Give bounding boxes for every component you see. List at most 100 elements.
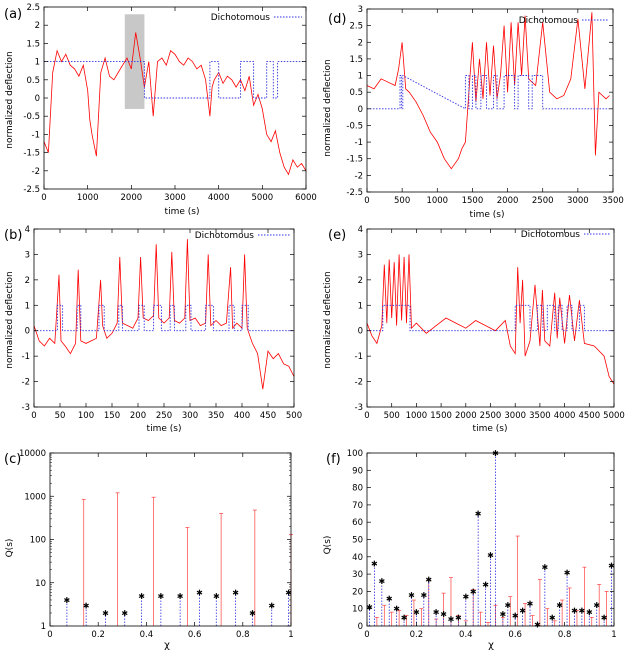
x-tick-label: 1000 [406, 411, 428, 421]
y-tick-label: 3 [358, 5, 363, 15]
x-tick-label: 2500 [532, 196, 554, 206]
x-tick-label: 500 [384, 411, 400, 421]
stem-blue-marker: ✱ [366, 603, 373, 612]
x-tick-label: 0 [364, 196, 369, 206]
stem-blue-marker: ✱ [462, 593, 469, 602]
plot-area [366, 12, 610, 170]
y-axis-label: Q(s) [5, 539, 15, 558]
y-tick-label: 0 [25, 327, 30, 337]
stem-blue-marker: ✱ [593, 601, 600, 610]
x-tick-label: 0 [364, 630, 369, 640]
dichotomous-series-line [367, 304, 614, 332]
y-tick-label: 2.5 [349, 22, 363, 32]
y-tick-label: 0.5 [349, 88, 363, 98]
x-tick-label: 0.2 [91, 630, 105, 640]
signal-series-line [43, 32, 307, 176]
panel-f: ✱✱✱✱✱✱✱✱✱✱✱ ✱✱ ✱✱✱✱✱✱✱✱✱✱✱✱✱✱✱✱✱✱ ✱ ✱✱✱✱ (f)… [323, 449, 617, 651]
x-tick-label: 100 [78, 411, 94, 421]
stem-blue-marker: ✱ [499, 610, 506, 619]
y-tick-label: -3 [355, 403, 363, 413]
stem-blue-marker: ✱ [579, 606, 586, 615]
stem-blue-marker: ✱ [487, 551, 494, 560]
stem-blue-marker: ✱ [448, 615, 455, 624]
y-tick-label: -2.5 [23, 185, 40, 195]
x-tick-label: 1500 [430, 411, 452, 421]
x-tick-label: 500 [286, 411, 302, 421]
x-axis-label: time (s) [470, 210, 505, 220]
x-tick-label: 0.6 [188, 630, 202, 640]
stem-blue-marker: ✱ [455, 613, 462, 622]
y-tick-label: -1 [32, 130, 40, 140]
x-tick-label: 3000 [164, 193, 186, 203]
stem-blue-marker: ✱ [564, 568, 571, 577]
stem-blue-marker: ✱ [420, 591, 427, 600]
x-tick-label: 400 [234, 411, 250, 421]
y-tick-label: -2 [355, 171, 363, 181]
y-axis-label: normalized deflection [5, 271, 15, 369]
x-axis-label: time (s) [165, 207, 200, 217]
y-tick-label: 100 [30, 536, 46, 546]
y-tick-label: 2.5 [26, 3, 40, 13]
y-tick-label: 1.5 [349, 55, 363, 65]
y-tick-label: -1.5 [23, 149, 40, 159]
y-tick-label: 3 [25, 250, 30, 260]
stem-blue-marker: ✱ [196, 588, 203, 597]
x-tick-label: 3500 [602, 196, 624, 206]
panel-label: (c) [4, 452, 21, 467]
plot-area [43, 14, 307, 176]
x-tick-label: 0.8 [236, 630, 250, 640]
stem-blue-marker: ✱ [433, 608, 440, 617]
x-tick-label: 1000 [426, 196, 448, 206]
stem-blue-marker: ✱ [401, 613, 408, 622]
panel-label: (d) [328, 12, 346, 27]
x-tick-label: 0.4 [459, 630, 473, 640]
y-tick-label: 4 [25, 225, 30, 235]
x-tick-label: 2000 [455, 411, 477, 421]
y-axis-label: normalized deflection [5, 51, 15, 149]
x-tick-label: 1 [611, 630, 616, 640]
y-axis-label: Q(s) [323, 536, 333, 555]
signal-series-line [366, 12, 610, 170]
y-tick-label: 1 [358, 72, 363, 82]
stem-blue-marker: ✱ [158, 592, 165, 601]
y-tick-label: 2 [35, 21, 40, 31]
stem-blue-marker: ✱ [601, 613, 608, 622]
stem-blue-marker: ✱ [541, 563, 548, 572]
panel-label: (e) [328, 228, 346, 243]
x-tick-label: 0 [41, 193, 46, 203]
plot-area: ✱ ✱ ✱ ✱ ✱ ✱ ✱ ✱ ✱ ✱ ✱ ✱ ✱ [64, 492, 293, 626]
stem-blue-marker: ✱ [213, 592, 220, 601]
dichotomous-series-line [44, 61, 306, 99]
x-tick-label: 450 [260, 411, 276, 421]
panel-label: (f) [326, 452, 341, 467]
y-tick-label: 70 [352, 501, 363, 511]
panel-e: (e) time (s) normalized deflection Dicho… [323, 225, 625, 434]
y-tick-label: -1 [22, 352, 30, 362]
panel-c: ✱ ✱ ✱ ✱ ✱ ✱ ✱ ✱ ✱ ✱ ✱ ✱ ✱ (c) χ Q(s) 0 0.2 0.4 0.6 0.8 1 1… [4, 449, 294, 651]
stem-blue-marker: ✱ [504, 601, 511, 610]
y-tick-label: -1 [355, 138, 363, 148]
signal-series-line [33, 239, 295, 390]
y-tick-label: 0 [358, 622, 363, 632]
y-tick-label: 1 [358, 301, 363, 311]
stem-blue-marker: ✱ [413, 608, 420, 617]
stem-blue-marker: ✱ [285, 588, 292, 597]
y-tick-label: 50 [352, 536, 363, 546]
stem-blue-marker: ✱ [556, 601, 563, 610]
x-tick-label: 6000 [295, 193, 317, 203]
panel-a: (a) time (s) normalized deflection Dicho… [4, 3, 317, 217]
y-tick-label: -2 [355, 378, 363, 388]
legend-label: Dichotomous [521, 230, 581, 240]
x-tick-label: 0 [31, 411, 36, 421]
x-tick-label: 1000 [77, 193, 99, 203]
stem-blue-marker: ✱ [138, 592, 145, 601]
y-tick-label: 10 [35, 579, 46, 589]
x-tick-label: 0 [364, 411, 369, 421]
stem-blue-marker: ✱ [549, 613, 556, 622]
y-tick-label: 80 [352, 484, 363, 494]
dichotomous-series-line [367, 74, 610, 110]
stem-blue-marker: ✱ [232, 588, 239, 597]
stem-blue-marker: ✱ [83, 601, 90, 610]
panel-d: (d) time (s) normalized deflection Dicho… [323, 5, 624, 220]
y-tick-label: 1.5 [26, 39, 40, 49]
